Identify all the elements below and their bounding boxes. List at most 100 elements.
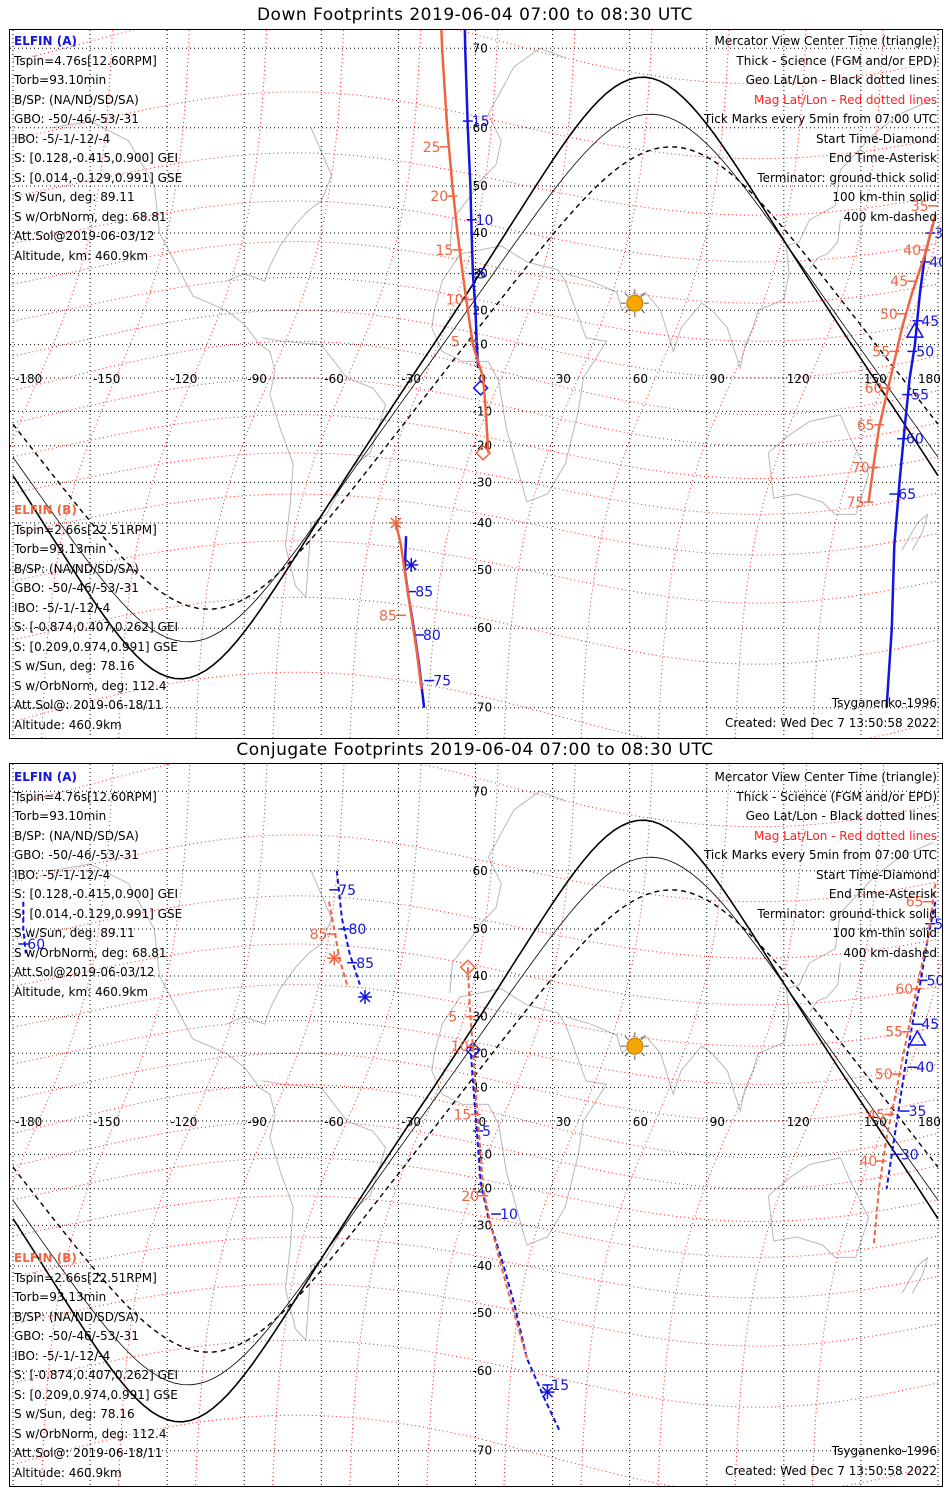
sun-ray — [640, 292, 646, 298]
coastline — [901, 512, 929, 551]
tick-label: 20 — [430, 189, 448, 205]
sun-icon — [620, 289, 649, 318]
tick-label: 85 — [356, 956, 374, 972]
track-elfin-b-west: 25 20 15 10 5 — [423, 30, 492, 461]
down-footprints-map: -180 -150 -120 -90 -60 -30 0 30 60 90 120 150 180 70 6… — [9, 29, 943, 739]
tick-label: 85 — [415, 585, 433, 601]
elfin-a-bsp: B/SP: (NA/ND/SD/SA) — [14, 828, 139, 843]
elfin-b-ibo: IBO: -5/-1/-12/-4 — [14, 600, 111, 615]
legend-line-9: 100 km-thin solid — [832, 190, 937, 204]
tick-label: 5 — [448, 1010, 457, 1026]
center-triangle-icon — [905, 321, 925, 338]
model-label: Tsyganenko-1996 — [831, 1444, 937, 1458]
coastline — [51, 863, 297, 1330]
tick-label: 80 — [349, 922, 367, 938]
legend-line-5: Tick Marks every 5min from 07:00 UTC — [703, 848, 937, 862]
legend: Mercator View Center Time (triangle) Thi… — [704, 768, 937, 963]
elfin-a-s-gse: S: [0.014,-0.129,0.991] GSE — [14, 170, 183, 185]
tick-label: 55 — [934, 917, 942, 933]
end-asterisk-icon — [540, 1385, 555, 1400]
tick-label: 35 — [909, 1104, 927, 1120]
elfin-a-header: ELFIN (A) — [14, 34, 77, 48]
elfin-b-torb: Torb=93.13min — [14, 1290, 107, 1304]
coastline — [809, 962, 841, 1014]
track-line — [394, 522, 423, 690]
mag-latitude-line — [12, 1052, 939, 1122]
sun-ray — [624, 292, 629, 298]
map-canvas: -180 -150 -120 -90 -60 -30 0 30 60 90 120 150 180706… — [10, 30, 942, 738]
start-diamond-icon — [472, 379, 489, 397]
legend-line-2: Thick - Science (FGM and/or EPD) — [736, 53, 937, 68]
lat-label: -40 — [473, 516, 493, 530]
elfin-b-bsp: B/SP: (NA/ND/SD/SA) — [14, 1309, 139, 1324]
mag-latitude-line — [12, 377, 939, 447]
elfin-a-ibo: IBO: -5/-1/-12/-4 — [14, 867, 111, 882]
tick-label: 40 — [903, 243, 921, 259]
lon-label: -180 — [15, 1115, 42, 1129]
mag-latitude-line — [12, 1339, 939, 1408]
elfin-b-s-gse: S: [0.209,0.974,0.991] GSE — [14, 639, 178, 654]
elfin-b-bsp: B/SP: (NA/ND/SD/SA) — [14, 561, 139, 576]
elfin-a-torb: Torb=93.10min — [14, 73, 107, 87]
tick-label: 60 — [906, 432, 924, 448]
tick-label: 65 — [906, 895, 924, 911]
elfin-b-altitude: Altitude: 460.9km — [14, 1465, 122, 1480]
elfin-b-torb: Torb=93.13min — [14, 542, 107, 556]
tick-label: 55 — [872, 344, 890, 360]
tick-label: 40 — [916, 1060, 934, 1076]
lon-label: 30 — [556, 372, 571, 386]
asterisk-stroke — [405, 559, 417, 571]
lat-label: 40 — [473, 226, 488, 240]
panel-1-title: Down Footprints 2019-06-04 07:00 to 08:3… — [256, 5, 694, 25]
sun-ray — [624, 1052, 629, 1057]
track-line — [22, 901, 27, 954]
track-line — [440, 30, 490, 453]
elfin-a-torb: Torb=93.10min — [14, 809, 107, 823]
conjugate-footprints-map: -180 -150 -120 -90 -60 -30 0 30 60 90 120 150 180 70 6… — [9, 763, 943, 1487]
model-label: Tsyganenko-1996 — [831, 696, 937, 710]
lon-labels: -180 -150 -120 -90 -60 -30 0 30 60 90 120 150 180 — [15, 1115, 941, 1129]
elfin-a-header: ELFIN (A) — [14, 770, 77, 784]
track-line — [867, 214, 937, 503]
lat-label: -20 — [473, 1182, 493, 1196]
lat-label: -30 — [473, 1218, 493, 1232]
sun-ray — [640, 309, 646, 314]
tick-label: 55 — [911, 388, 929, 404]
coastline — [226, 127, 333, 282]
elfin-b-gbo: GBO: -50/-46/-53/-31 — [14, 1329, 139, 1343]
track-elfin-a-northatl: 75 80 85 — [329, 870, 374, 1004]
elfin-b-info: ELFIN (B) Tspin=2.66s[22.51RPM] Torb=93.… — [14, 501, 178, 735]
legend-line-9: 100 km-thin solid — [832, 926, 937, 940]
elfin-a-s-gse: S: [0.014,-0.129,0.991] GSE — [14, 906, 183, 921]
elfin-a-gbo: GBO: -50/-46/-53/-31 — [14, 848, 139, 862]
track-line — [463, 30, 480, 369]
elfin-b-altitude: Altitude: 460.9km — [14, 717, 122, 732]
lon-label: 120 — [787, 1115, 810, 1129]
lon-label: 150 — [864, 1115, 887, 1129]
tick-label: 10 — [476, 213, 494, 229]
lat-label: 20 — [473, 1046, 488, 1060]
tick-label: 60 — [27, 937, 45, 953]
asterisk-stroke — [359, 991, 371, 1003]
elfin-b-s-orb: S w/OrbNorm, deg: 112.4 — [14, 678, 167, 693]
start-diamond-icon — [459, 959, 476, 976]
elfin-a-tspin: Tspin=4.76s[12.60RPM] — [14, 789, 157, 804]
elfin-a-gbo: GBO: -50/-46/-53/-31 — [14, 112, 139, 126]
coastline — [449, 47, 566, 250]
lat-label: -60 — [473, 621, 493, 635]
tick-label: 50 — [880, 307, 898, 323]
asterisk-stroke — [328, 952, 340, 964]
legend-line-8: Terminator: ground-thick solid — [757, 906, 937, 921]
track-elfin-b-east: 35 40 45 50 55 60 65 70 75 — [847, 199, 938, 511]
coastline — [51, 120, 297, 587]
terminator-100km — [12, 856, 939, 1386]
mag-latitude-line — [12, 1120, 939, 1190]
elfin-a-info: ELFIN (A) Tspin=4.76s[12.60RPM] Torb=93.… — [14, 768, 182, 1002]
footprint-tracks: 15 10 5 35 40 45 50 55 60 65 85 80 75 25 20 15 10 5 35 40 45… — [379, 30, 942, 708]
sun-icon — [620, 1032, 649, 1061]
tick-label: 60 — [865, 381, 883, 397]
elfin-b-tspin: Tspin=2.66s[22.51RPM] — [14, 522, 157, 537]
elfin-b-s-sun: S w/Sun, deg: 78.16 — [14, 659, 135, 673]
lon-label: 180 — [918, 372, 941, 386]
track-line — [466, 967, 528, 1359]
